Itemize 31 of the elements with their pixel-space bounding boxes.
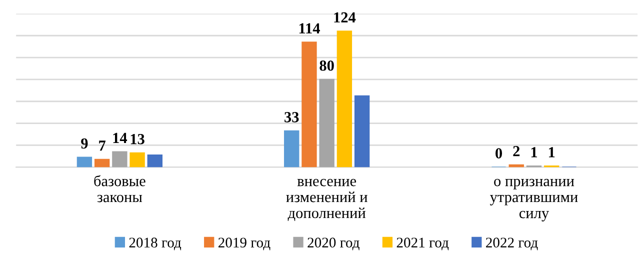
bar <box>147 154 162 168</box>
data-label: 14 <box>113 132 128 143</box>
legend-label: 2021 год <box>396 238 449 250</box>
bar <box>130 152 145 168</box>
legend-label: 2022 год <box>486 238 538 250</box>
bar <box>354 95 370 168</box>
legend-label: 2019 год <box>218 238 270 250</box>
legend-label: 2018 год <box>129 238 182 250</box>
x-tick-label: внесение изменений и дополнений <box>286 178 368 221</box>
data-label: 0 <box>496 148 502 158</box>
bar <box>284 130 300 168</box>
bar <box>112 151 128 168</box>
data-label: 114 <box>299 23 320 34</box>
bar <box>508 164 524 168</box>
data-label: 9 <box>81 138 88 149</box>
data-label: 124 <box>334 12 356 22</box>
bar <box>319 78 334 168</box>
data-label: 1 <box>531 147 538 158</box>
data-label: 7 <box>99 140 106 151</box>
bar <box>336 30 352 168</box>
bar <box>76 156 92 168</box>
data-label: 33 <box>284 112 299 122</box>
data-label: 13 <box>130 134 144 144</box>
data-label: 80 <box>320 60 334 71</box>
bar <box>302 42 317 168</box>
data-label: 2 <box>513 146 520 156</box>
x-tick-label: базовые законы <box>94 175 146 202</box>
legend-label: 2020 год <box>308 238 360 250</box>
x-tick-label: о признании утратившими силу <box>490 178 578 222</box>
data-label: 1 <box>548 147 555 158</box>
bar <box>94 158 110 168</box>
